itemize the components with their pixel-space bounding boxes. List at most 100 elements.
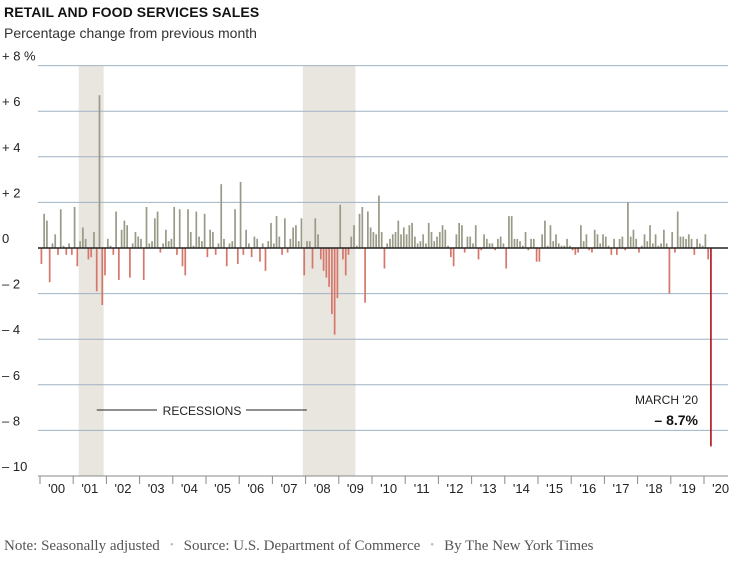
bar <box>228 243 231 248</box>
sales-bar-chart: + 8 %+ 6+ 4+ 20– 2– 4– 6– 8– 10 '00'01'0… <box>2 49 729 496</box>
bar <box>383 248 386 269</box>
x-tick-label: '12 <box>447 481 464 496</box>
bar <box>165 229 167 248</box>
bar <box>568 245 571 248</box>
bar <box>250 248 253 258</box>
bar <box>455 234 458 248</box>
bar <box>618 238 621 248</box>
bar <box>289 238 292 248</box>
bar <box>480 248 483 251</box>
bar <box>256 238 259 248</box>
bar <box>615 248 618 255</box>
x-tick-label: '19 <box>679 481 696 496</box>
bar <box>317 234 319 248</box>
bar <box>375 234 378 248</box>
bar <box>577 248 579 253</box>
bar <box>474 225 477 248</box>
bar <box>449 248 452 258</box>
chart-subtitle: Percentage change from previous month <box>4 25 257 41</box>
bar <box>344 248 347 276</box>
footer: Note: Seasonally adjusted • Source: U.S. D… <box>4 538 593 555</box>
bar <box>408 225 411 248</box>
bar <box>436 236 438 248</box>
footer-separator: • <box>169 539 174 551</box>
bar <box>123 220 126 248</box>
x-tick-label: '07 <box>281 481 298 496</box>
x-tick-label: '15 <box>546 481 563 496</box>
bar <box>430 232 433 248</box>
bar <box>242 248 245 255</box>
x-tick-label: '04 <box>181 481 198 496</box>
bar <box>674 248 676 253</box>
bar <box>541 234 544 248</box>
bar <box>671 232 674 248</box>
bar <box>458 222 461 248</box>
bar <box>391 234 394 248</box>
bar <box>319 248 322 260</box>
bar <box>159 248 162 253</box>
bar <box>300 218 303 248</box>
bar <box>690 238 693 248</box>
annotation-value-label: – 8.7% <box>654 412 698 428</box>
bar <box>109 245 112 248</box>
bar <box>535 248 538 262</box>
bar <box>461 225 463 248</box>
bar <box>167 241 170 248</box>
footer-note: Note: Seasonally adjusted <box>4 538 160 554</box>
bar <box>629 236 632 248</box>
bar <box>538 248 541 262</box>
bar <box>560 245 563 248</box>
bar <box>325 248 328 278</box>
bar <box>126 225 129 248</box>
bar <box>632 229 635 248</box>
bar <box>524 232 527 248</box>
bar <box>68 243 70 248</box>
x-tick-label: '17 <box>613 481 630 496</box>
bar <box>140 238 142 248</box>
bar <box>187 209 189 248</box>
bar <box>505 248 508 269</box>
x-tick-label: '20 <box>712 481 729 496</box>
bar <box>212 232 214 248</box>
bar <box>372 232 375 248</box>
bar <box>380 232 383 248</box>
bar <box>571 248 574 251</box>
x-tick-label: '14 <box>513 481 530 496</box>
y-tick-label: + 4 <box>2 140 20 155</box>
bar <box>502 243 505 248</box>
bar <box>306 241 308 248</box>
chart-title: RETAIL AND FOOD SERVICES SALES <box>4 4 260 20</box>
bar <box>585 234 588 248</box>
y-tick-label: 0 <box>2 231 9 246</box>
bar <box>90 248 93 258</box>
y-tick-label: + 6 <box>2 94 20 109</box>
bar <box>236 248 239 264</box>
bar <box>627 202 629 248</box>
bar <box>663 229 665 248</box>
annotations: RECESSIONS MARCH '20 – 8.7% <box>96 393 699 428</box>
bar <box>491 243 494 248</box>
bar <box>51 243 54 248</box>
bar <box>402 227 405 248</box>
bar <box>87 248 90 260</box>
bar <box>441 225 444 248</box>
bar <box>353 225 355 248</box>
y-tick-label: – 8 <box>2 413 20 428</box>
bar <box>660 243 662 248</box>
bar <box>342 248 344 260</box>
bar <box>438 232 441 248</box>
bar <box>76 248 79 267</box>
bar <box>378 195 380 248</box>
bar <box>613 238 615 248</box>
bar <box>643 234 646 248</box>
bar <box>566 238 568 248</box>
bar <box>270 222 272 248</box>
x-tick-label: '02 <box>115 481 132 496</box>
footer-credit: By The New York Times <box>444 538 594 554</box>
bar <box>209 229 212 248</box>
bar <box>178 209 181 248</box>
bar <box>657 245 660 248</box>
bar <box>544 220 546 248</box>
bar <box>173 206 176 248</box>
bar <box>189 232 192 248</box>
